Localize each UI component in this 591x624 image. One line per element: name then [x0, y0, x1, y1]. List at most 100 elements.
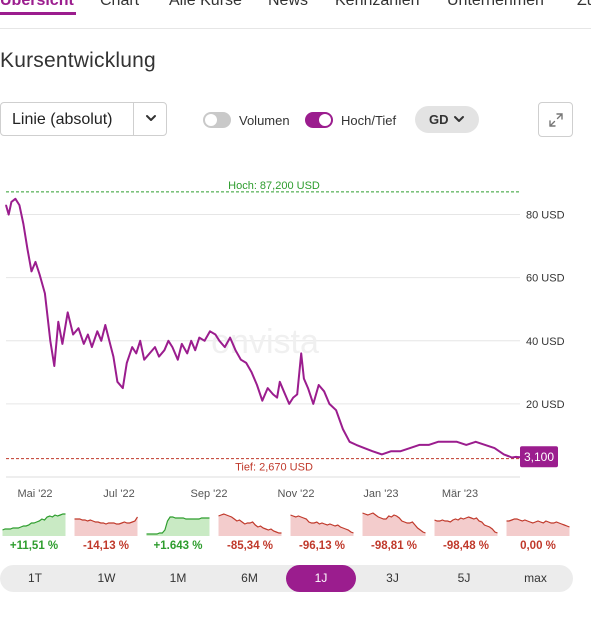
- y-tick-label: 80 USD: [526, 210, 565, 222]
- sparkline-area: [362, 513, 426, 536]
- price-point: [465, 444, 467, 446]
- performance-value: -96,13 %: [298, 540, 346, 552]
- sparkline-line: [434, 516, 498, 534]
- performance-value: -98,48 %: [442, 540, 490, 552]
- range-button-1t[interactable]: 1T: [27, 571, 42, 585]
- performance-sparkline: [218, 513, 282, 536]
- range-button-max[interactable]: max: [524, 571, 547, 585]
- price-point: [18, 204, 20, 206]
- price-point: [261, 400, 263, 402]
- price-point: [67, 311, 69, 313]
- price-point: [154, 346, 156, 348]
- select-divider: [133, 103, 134, 135]
- price-point: [87, 333, 89, 336]
- grid: [6, 214, 520, 478]
- range-button-1w[interactable]: 1W: [97, 571, 116, 585]
- price-point: [400, 450, 402, 452]
- price-point: [318, 384, 320, 386]
- sparkline-line: [2, 513, 66, 531]
- price-point: [39, 273, 41, 276]
- price-point: [342, 428, 344, 430]
- range-button-6m[interactable]: 6M: [241, 571, 258, 585]
- price-point: [149, 352, 151, 354]
- price-point: [224, 346, 226, 348]
- price-point: [44, 292, 46, 294]
- tab-more[interactable]: Zu: [577, 0, 591, 9]
- sparkline-area: [290, 515, 354, 536]
- price-point: [49, 340, 51, 342]
- tab-chart[interactable]: Chart: [100, 0, 140, 9]
- price-point: [10, 201, 12, 203]
- price-point: [126, 362, 128, 364]
- price-point: [283, 390, 285, 392]
- price-point: [108, 340, 110, 342]
- price-point: [428, 444, 430, 446]
- active-tab-indicator: [0, 12, 76, 15]
- section-title: Kursentwicklung: [0, 49, 156, 72]
- x-tick-label: Mai '22: [17, 488, 52, 500]
- price-point: [475, 441, 477, 443]
- price-point: [77, 327, 80, 329]
- performance-sparkline: [434, 516, 498, 536]
- toggle-knob: [319, 114, 331, 126]
- chart-type-value: Linie (absolut): [12, 111, 113, 128]
- y-tick-label: 60 USD: [526, 273, 565, 285]
- last-price-box: [520, 446, 558, 468]
- high-label: Hoch: 87,200 USD: [228, 180, 320, 192]
- price-point: [446, 441, 449, 443]
- price-point: [5, 204, 7, 206]
- price-point: [104, 324, 106, 326]
- tab-alle-kurse[interactable]: Alle Kurse: [169, 0, 242, 9]
- price-point: [288, 403, 290, 405]
- price-point: [300, 352, 302, 354]
- tab-kennzahlen[interactable]: Kennzahlen: [335, 0, 420, 9]
- price-point: [163, 349, 165, 351]
- range-button-1j[interactable]: 1J: [286, 565, 356, 592]
- price-point: [209, 330, 211, 332]
- last-price-badge: 3,100: [520, 446, 558, 468]
- toggle-knob: [205, 114, 217, 126]
- expand-icon: [549, 113, 563, 127]
- price-point: [292, 397, 294, 399]
- x-tick-label: Mär '23: [442, 488, 478, 500]
- price-point: [234, 349, 237, 351]
- price-point: [515, 456, 517, 458]
- hochtief-toggle[interactable]: [305, 112, 333, 128]
- price-point: [72, 333, 74, 336]
- performance-sparkline: [290, 514, 354, 536]
- fullscreen-button[interactable]: [538, 102, 573, 137]
- price-point: [272, 393, 274, 395]
- price-point: [186, 352, 188, 354]
- sparkline-area: [74, 517, 138, 536]
- price-point: [456, 441, 458, 443]
- price-point: [26, 248, 29, 250]
- moving-average-label: GD: [429, 112, 449, 127]
- price-point: [22, 223, 24, 225]
- price-point: [34, 261, 37, 263]
- sparkline-line: [74, 516, 138, 525]
- price-point: [181, 343, 183, 345]
- tab-news[interactable]: News: [268, 0, 309, 9]
- range-button-1m[interactable]: 1M: [169, 571, 187, 585]
- price-point: [190, 340, 192, 342]
- performance-value: +11,51 %: [9, 540, 59, 552]
- range-button-3j[interactable]: 3J: [386, 571, 399, 585]
- chart-type-select[interactable]: Linie (absolut): [0, 102, 167, 136]
- price-point: [14, 198, 16, 200]
- chevron-down-icon: [146, 115, 156, 121]
- performance-sparkline: [146, 516, 210, 536]
- price-point: [139, 340, 141, 342]
- price-point: [30, 270, 33, 272]
- volumen-toggle[interactable]: [203, 112, 231, 128]
- price-point: [116, 381, 118, 383]
- price-point: [267, 387, 269, 389]
- tab-unternehmen[interactable]: Unternehmen: [447, 0, 544, 9]
- sparkline-area: [146, 517, 210, 536]
- x-tick-label: Nov '22: [278, 488, 315, 500]
- range-button-5j[interactable]: 5J: [457, 571, 471, 585]
- moving-average-dropdown[interactable]: GD: [415, 106, 479, 133]
- price-point: [355, 444, 357, 446]
- tab-uebersicht[interactable]: Übersicht: [0, 0, 74, 9]
- price-point: [484, 444, 486, 446]
- price-point: [122, 387, 124, 389]
